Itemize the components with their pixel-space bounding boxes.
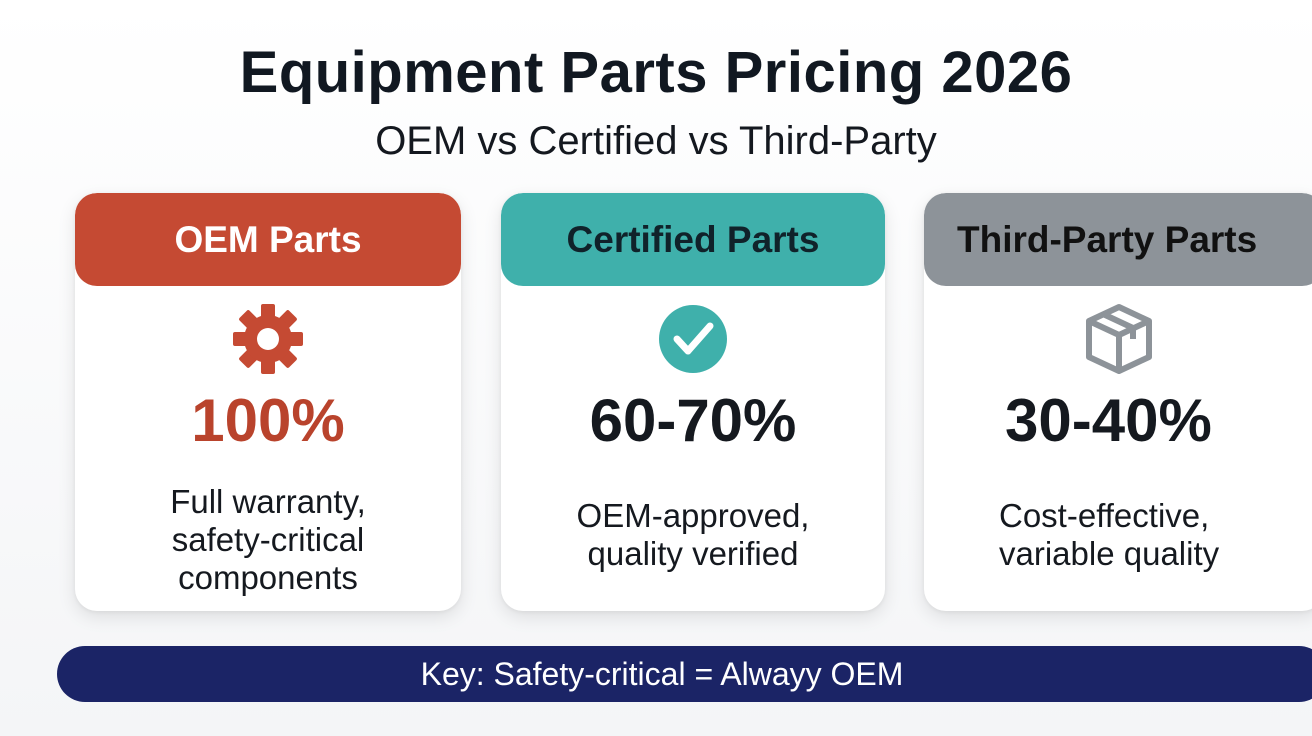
description-line: OEM-approved, <box>576 497 810 534</box>
card-header: Certified Parts <box>501 193 885 286</box>
page-subtitle: OEM vs Certified vs Third-Party <box>375 119 937 163</box>
box-icon <box>924 301 1312 377</box>
key-text: Key: Safety-critical = Alwayy OEM <box>420 655 904 692</box>
description-line: quality verified <box>587 535 799 572</box>
description-line: Full warranty, <box>170 483 366 520</box>
gear-icon <box>75 301 461 377</box>
card-header: Third-Party Parts <box>924 193 1312 286</box>
certified-parts-card: Certified Parts 60-70% OEM-approved, qua… <box>501 193 885 611</box>
oem-parts-card: OEM Parts 100% Full warranty, safety-cri… <box>75 193 461 611</box>
description-line: variable quality <box>999 535 1220 572</box>
description-line: safety-critical <box>171 521 365 558</box>
card-header: OEM Parts <box>75 193 461 286</box>
description-line: components <box>178 559 358 596</box>
third-party-parts-card: Third-Party Parts 30-40% Cost-effective,… <box>924 193 1312 611</box>
price-percentage: 60-70% <box>589 387 797 454</box>
price-percentage: 30-40% <box>1005 387 1212 454</box>
card-description: OEM-approved, quality verified <box>501 497 885 573</box>
page-title: Equipment Parts Pricing 2026 <box>239 40 1073 105</box>
card-description: Full warranty, safety-critical component… <box>75 483 461 597</box>
key-banner: Key: Safety-critical = Alwayy OEM <box>57 646 1312 702</box>
price-percentage: 100% <box>191 387 345 454</box>
description-line: Cost-effective, <box>999 497 1210 534</box>
checkmark-circle-icon <box>501 301 885 377</box>
card-description: Cost-effective, variable quality <box>924 497 1312 573</box>
